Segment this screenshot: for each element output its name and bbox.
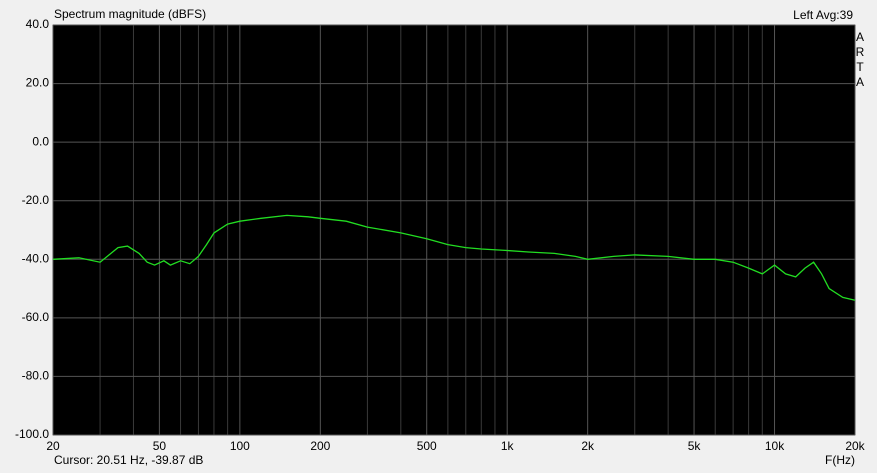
x-tick-label: 20k: [845, 439, 865, 453]
y-tick-label: -60.0: [22, 310, 50, 324]
x-tick-label: 50: [153, 439, 167, 453]
y-tick-label: -40.0: [22, 251, 50, 265]
x-axis-label: F(Hz): [825, 453, 855, 467]
x-tick-label: 100: [230, 439, 250, 453]
x-tick-label: 1k: [501, 439, 515, 453]
y-tick-label: -20.0: [22, 193, 50, 207]
channel-info: Left Avg:39: [793, 8, 853, 22]
y-tick-label: 0.0: [32, 134, 49, 148]
y-tick-label: 40.0: [26, 17, 50, 31]
x-tick-label: 500: [417, 439, 437, 453]
x-tick-label: 10k: [765, 439, 785, 453]
x-tick-label: 2k: [581, 439, 595, 453]
x-tick-label: 20: [46, 439, 60, 453]
x-tick-label: 200: [310, 439, 330, 453]
y-tick-label: 20.0: [26, 76, 50, 90]
brand: ARTA: [853, 30, 867, 90]
x-tick-label: 5k: [688, 439, 702, 453]
y-tick-label: -100.0: [15, 427, 49, 441]
chart-title: Spectrum magnitude (dBFS): [54, 7, 206, 21]
spectrum-line: [52, 214, 856, 301]
cursor-readout: Cursor: 20.51 Hz, -39.87 dB: [54, 453, 203, 467]
plot-area: [52, 24, 856, 436]
y-tick-label: -80.0: [22, 369, 50, 383]
